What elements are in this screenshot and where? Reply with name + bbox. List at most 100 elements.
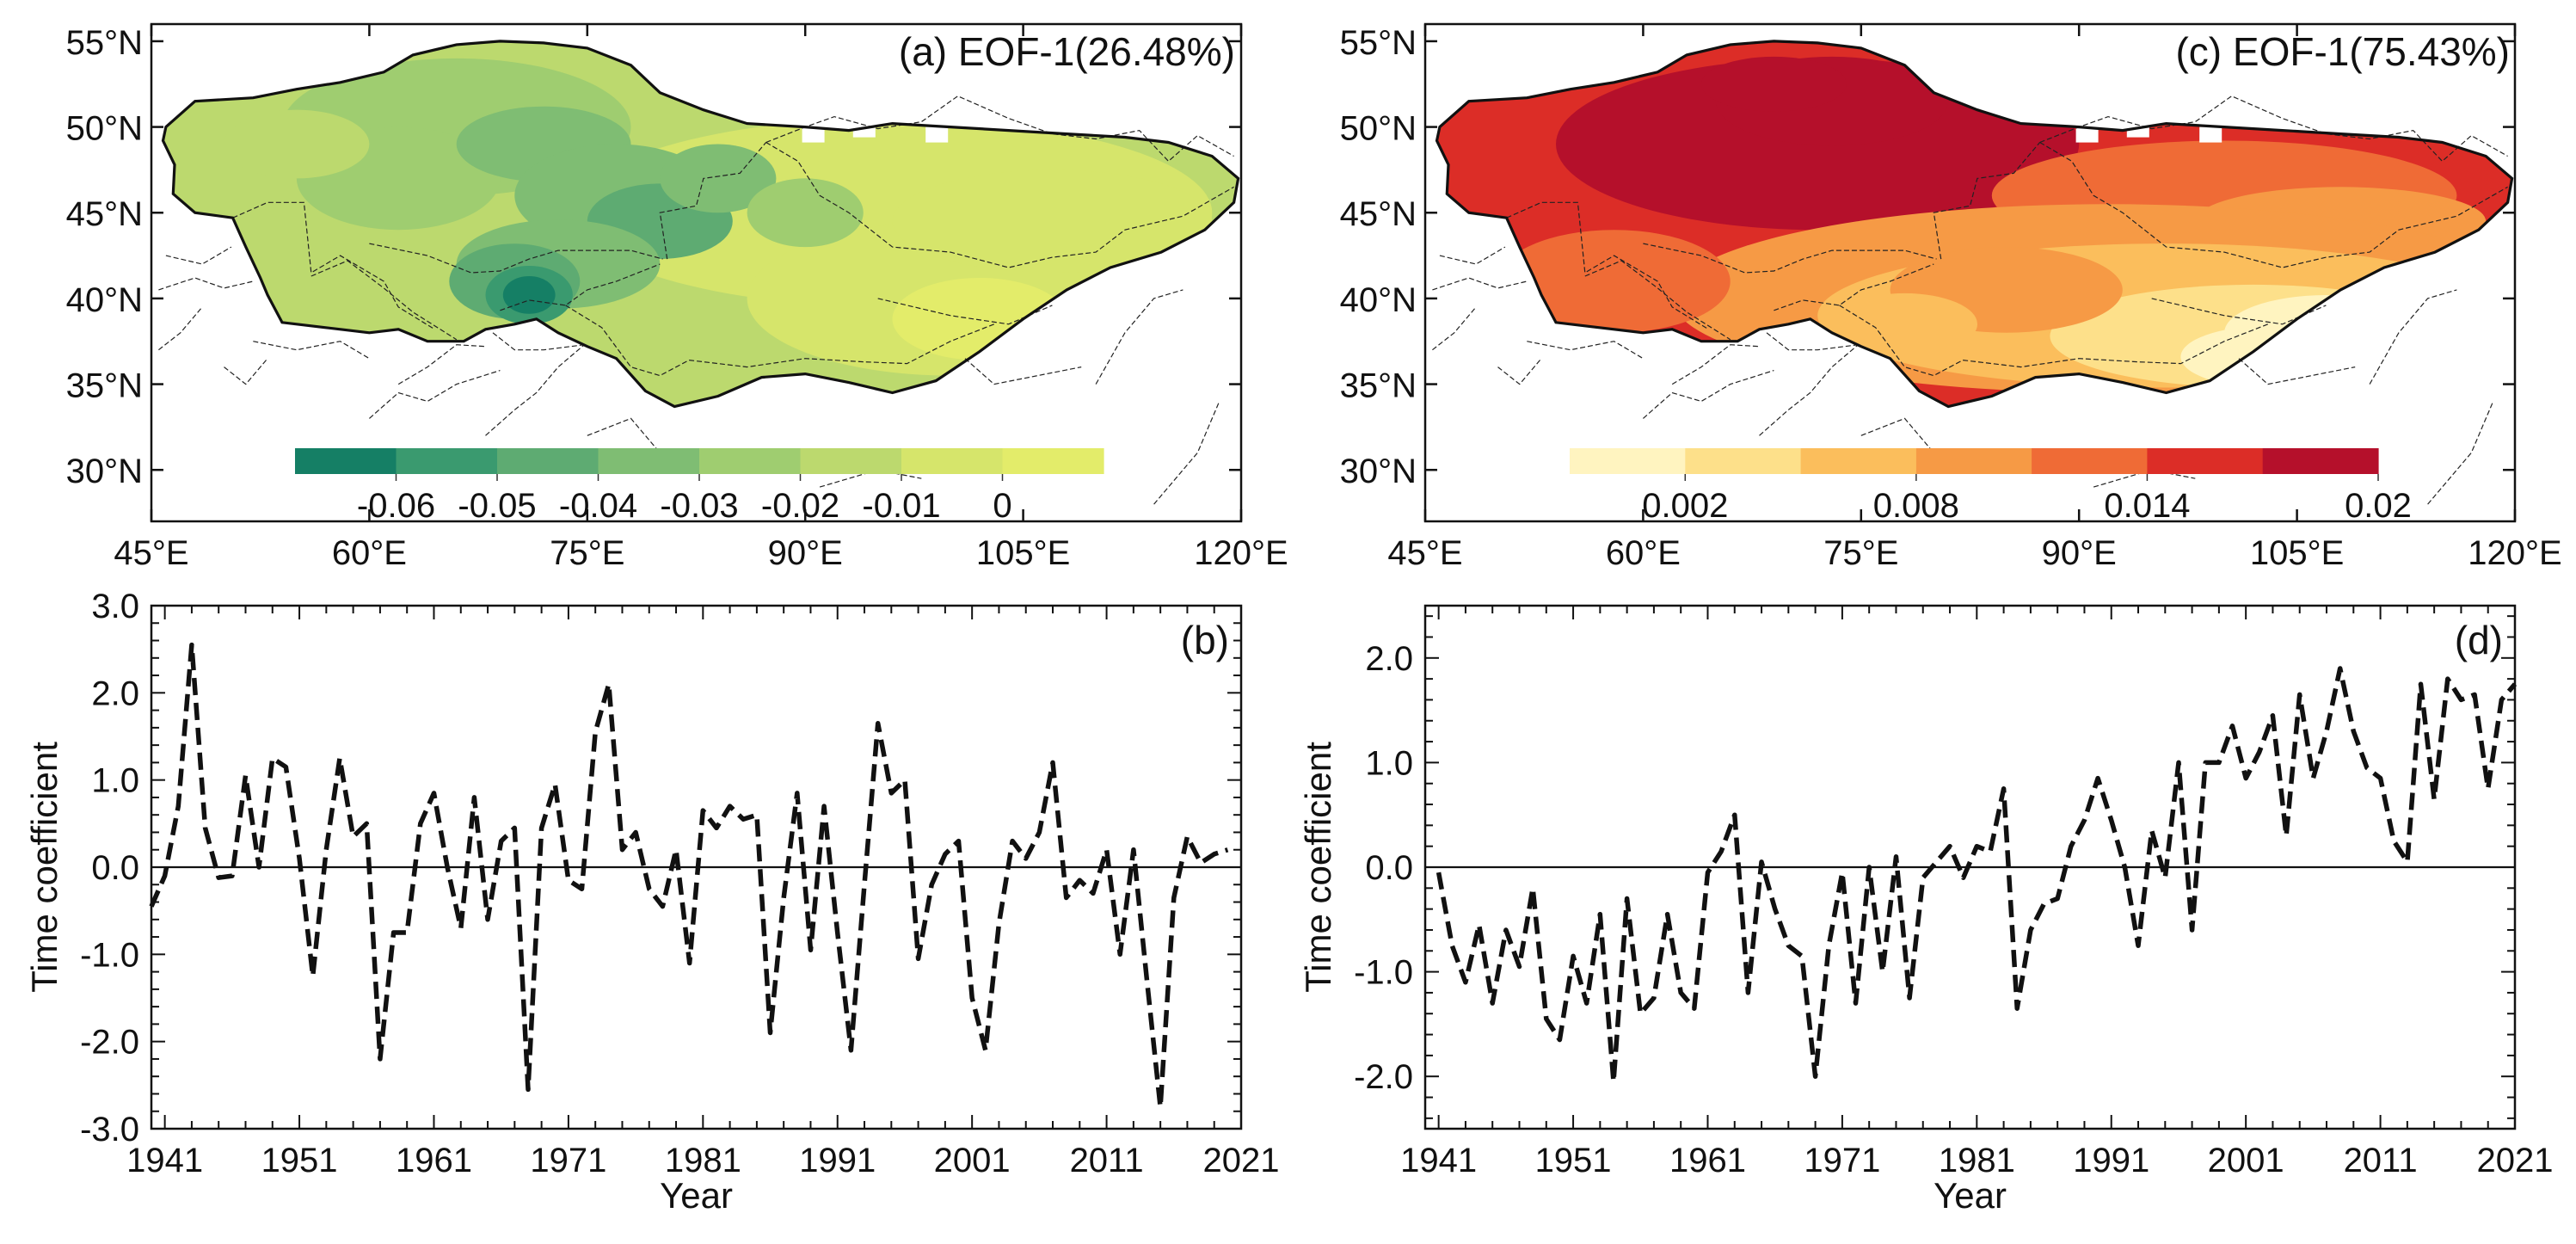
map-a-country-border	[369, 370, 501, 419]
colorbar-swatch	[396, 448, 498, 474]
lat-tick-label: 30°N	[66, 453, 143, 490]
colorbar-c: 0.002 0.008 0.014 0.02	[1570, 448, 2412, 525]
chart-d-x-tick-label: 1951	[1535, 1142, 1612, 1179]
chart-b-x-tick-label: 1961	[396, 1142, 472, 1179]
chart-b-y-axis-label: Time coefficient	[24, 742, 65, 993]
colorbar-swatch	[497, 448, 599, 474]
lat-tick-label: 45°N	[66, 195, 143, 233]
chart-b-y-tick-label: -3.0	[80, 1111, 139, 1149]
colorbar-label: -0.06	[357, 487, 435, 525]
colorbar-swatch	[2147, 448, 2264, 474]
map-a-frame	[150, 22, 1243, 523]
chart-d-series-line	[1436, 666, 2518, 1085]
panel-a-map: 30°N 35°N 40°N 45°N 50°N 55°N 45°E 60°E 75°E 90°…	[66, 22, 1288, 572]
chart-b-y-tick-label: 3.0	[91, 588, 139, 625]
colorbar-swatch	[1800, 448, 1917, 474]
map-c-country-border	[1643, 243, 1937, 274]
map-c-country-border	[2427, 401, 2494, 505]
colorbar-swatch	[800, 448, 902, 474]
chart-d-x-tick-label: 1971	[1804, 1142, 1880, 1179]
map-c-title: (c) EOF-1(75.43%)	[2175, 29, 2510, 74]
map-a-lon-ticks: 45°E 60°E 75°E 90°E 105°E 120°E	[114, 24, 1288, 572]
colorbar-swatch	[699, 448, 802, 474]
map-a-country-border	[310, 260, 458, 341]
map-a-country-border	[158, 306, 203, 351]
map-c-patch	[1700, 56, 1847, 112]
chart-b-x-tick-label: 1991	[799, 1142, 876, 1179]
map-c-country-border	[2039, 95, 2508, 163]
map-c-country-border	[2238, 358, 2356, 385]
colorbar-swatch	[1915, 448, 2032, 474]
map-a-country-border	[500, 263, 661, 311]
map-a-country-border	[158, 277, 254, 291]
map-a-country-border	[165, 246, 232, 265]
chart-d-y-tick-label: -1.0	[1354, 954, 1413, 992]
chart-b-x-tick-label: 1981	[665, 1142, 741, 1179]
lat-tick-label: 40°N	[1340, 281, 1417, 319]
colorbar-swatch	[901, 448, 1004, 474]
lon-tick-label: 75°E	[550, 534, 624, 572]
map-c-country-border	[1933, 142, 2041, 260]
map-c-patch	[2180, 325, 2356, 388]
lat-tick-label: 40°N	[66, 281, 143, 319]
colorbar-swatch	[598, 448, 700, 474]
chart-d-x-tick-label: 1991	[2073, 1142, 2149, 1179]
chart-d-x-axis-label: Year	[1934, 1175, 2007, 1216]
lon-tick-label: 120°E	[2468, 534, 2561, 572]
map-a-lat-ticks: 30°N 35°N 40°N 45°N 50°N 55°N	[66, 24, 1241, 490]
chart-d-x-tick-label: 2011	[2344, 1142, 2418, 1179]
map-a-country-border	[565, 305, 995, 377]
lon-tick-label: 45°E	[1387, 534, 1462, 572]
lon-tick-label: 90°E	[2042, 534, 2117, 572]
map-a-borders	[158, 40, 1240, 505]
chart-b-x-tick-label: 1941	[126, 1142, 203, 1179]
lon-tick-label: 105°E	[2250, 534, 2344, 572]
map-c-country-border	[1643, 370, 1774, 419]
colorbar-label: 0	[993, 487, 1011, 525]
lon-tick-label: 105°E	[976, 534, 1070, 572]
chart-d-x-tick-label: 1981	[1939, 1142, 2015, 1179]
map-a-country-border	[1153, 401, 1220, 505]
map-a-country-border	[485, 344, 585, 436]
lon-tick-label: 45°E	[114, 534, 188, 572]
chart-b-y-tick-label: 2.0	[91, 674, 139, 712]
map-c-country-border	[1527, 341, 1644, 360]
chart-d-x-tick-label: 2001	[2208, 1142, 2284, 1179]
colorbar-label: -0.03	[660, 487, 738, 525]
lat-tick-label: 55°N	[1340, 24, 1417, 62]
map-c-lon-ticks: 45°E 60°E 75°E 90°E 105°E 120°E	[1387, 24, 2562, 572]
map-c-country-border	[1774, 263, 1934, 311]
map-c-lat-ticks: 30°N 35°N 40°N 45°N 50°N 55°N	[1340, 24, 2515, 490]
chart-d-panel-label: (d)	[2455, 618, 2503, 662]
chart-b-panel-label: (b)	[1181, 618, 1229, 662]
map-c-borders	[1432, 40, 2514, 505]
map-a-title: (a) EOF-1(26.48%)	[899, 29, 1235, 74]
map-c-country-border	[1766, 332, 1859, 351]
colorbar-label: 0.014	[2104, 487, 2190, 525]
map-a-patch	[892, 278, 1067, 360]
map-a-missing-data	[802, 126, 825, 143]
map-a-country-border	[224, 358, 268, 385]
chart-d-y-tick-label: 0.0	[1365, 849, 1413, 887]
chart-d-y-tick-label: 2.0	[1365, 640, 1413, 678]
lon-tick-label: 60°E	[1606, 534, 1681, 572]
map-c-region-outline	[1435, 40, 2514, 409]
chart-b-x-tick-label: 2021	[1203, 1142, 1280, 1179]
map-a-country-border	[765, 95, 1234, 163]
lat-tick-label: 50°N	[66, 110, 143, 148]
map-a-patch	[747, 178, 864, 248]
chart-b-x-tick-label: 2011	[1070, 1142, 1144, 1179]
chart-b-series-line	[149, 642, 1229, 1110]
colorbar-swatch	[2262, 448, 2379, 474]
map-c-country-border	[1671, 344, 1760, 385]
map-c-country-border	[2369, 289, 2457, 385]
chart-b-y-tick-label: -1.0	[80, 936, 139, 974]
colorbar-label: 0.008	[1873, 487, 1959, 525]
chart-d-x-tick-label: 1961	[1669, 1142, 1746, 1179]
map-a-country-border	[492, 332, 585, 351]
chart-b-points	[150, 643, 1230, 1109]
colorbar-swatch	[1570, 448, 1686, 474]
map-a-country-border	[369, 243, 663, 274]
